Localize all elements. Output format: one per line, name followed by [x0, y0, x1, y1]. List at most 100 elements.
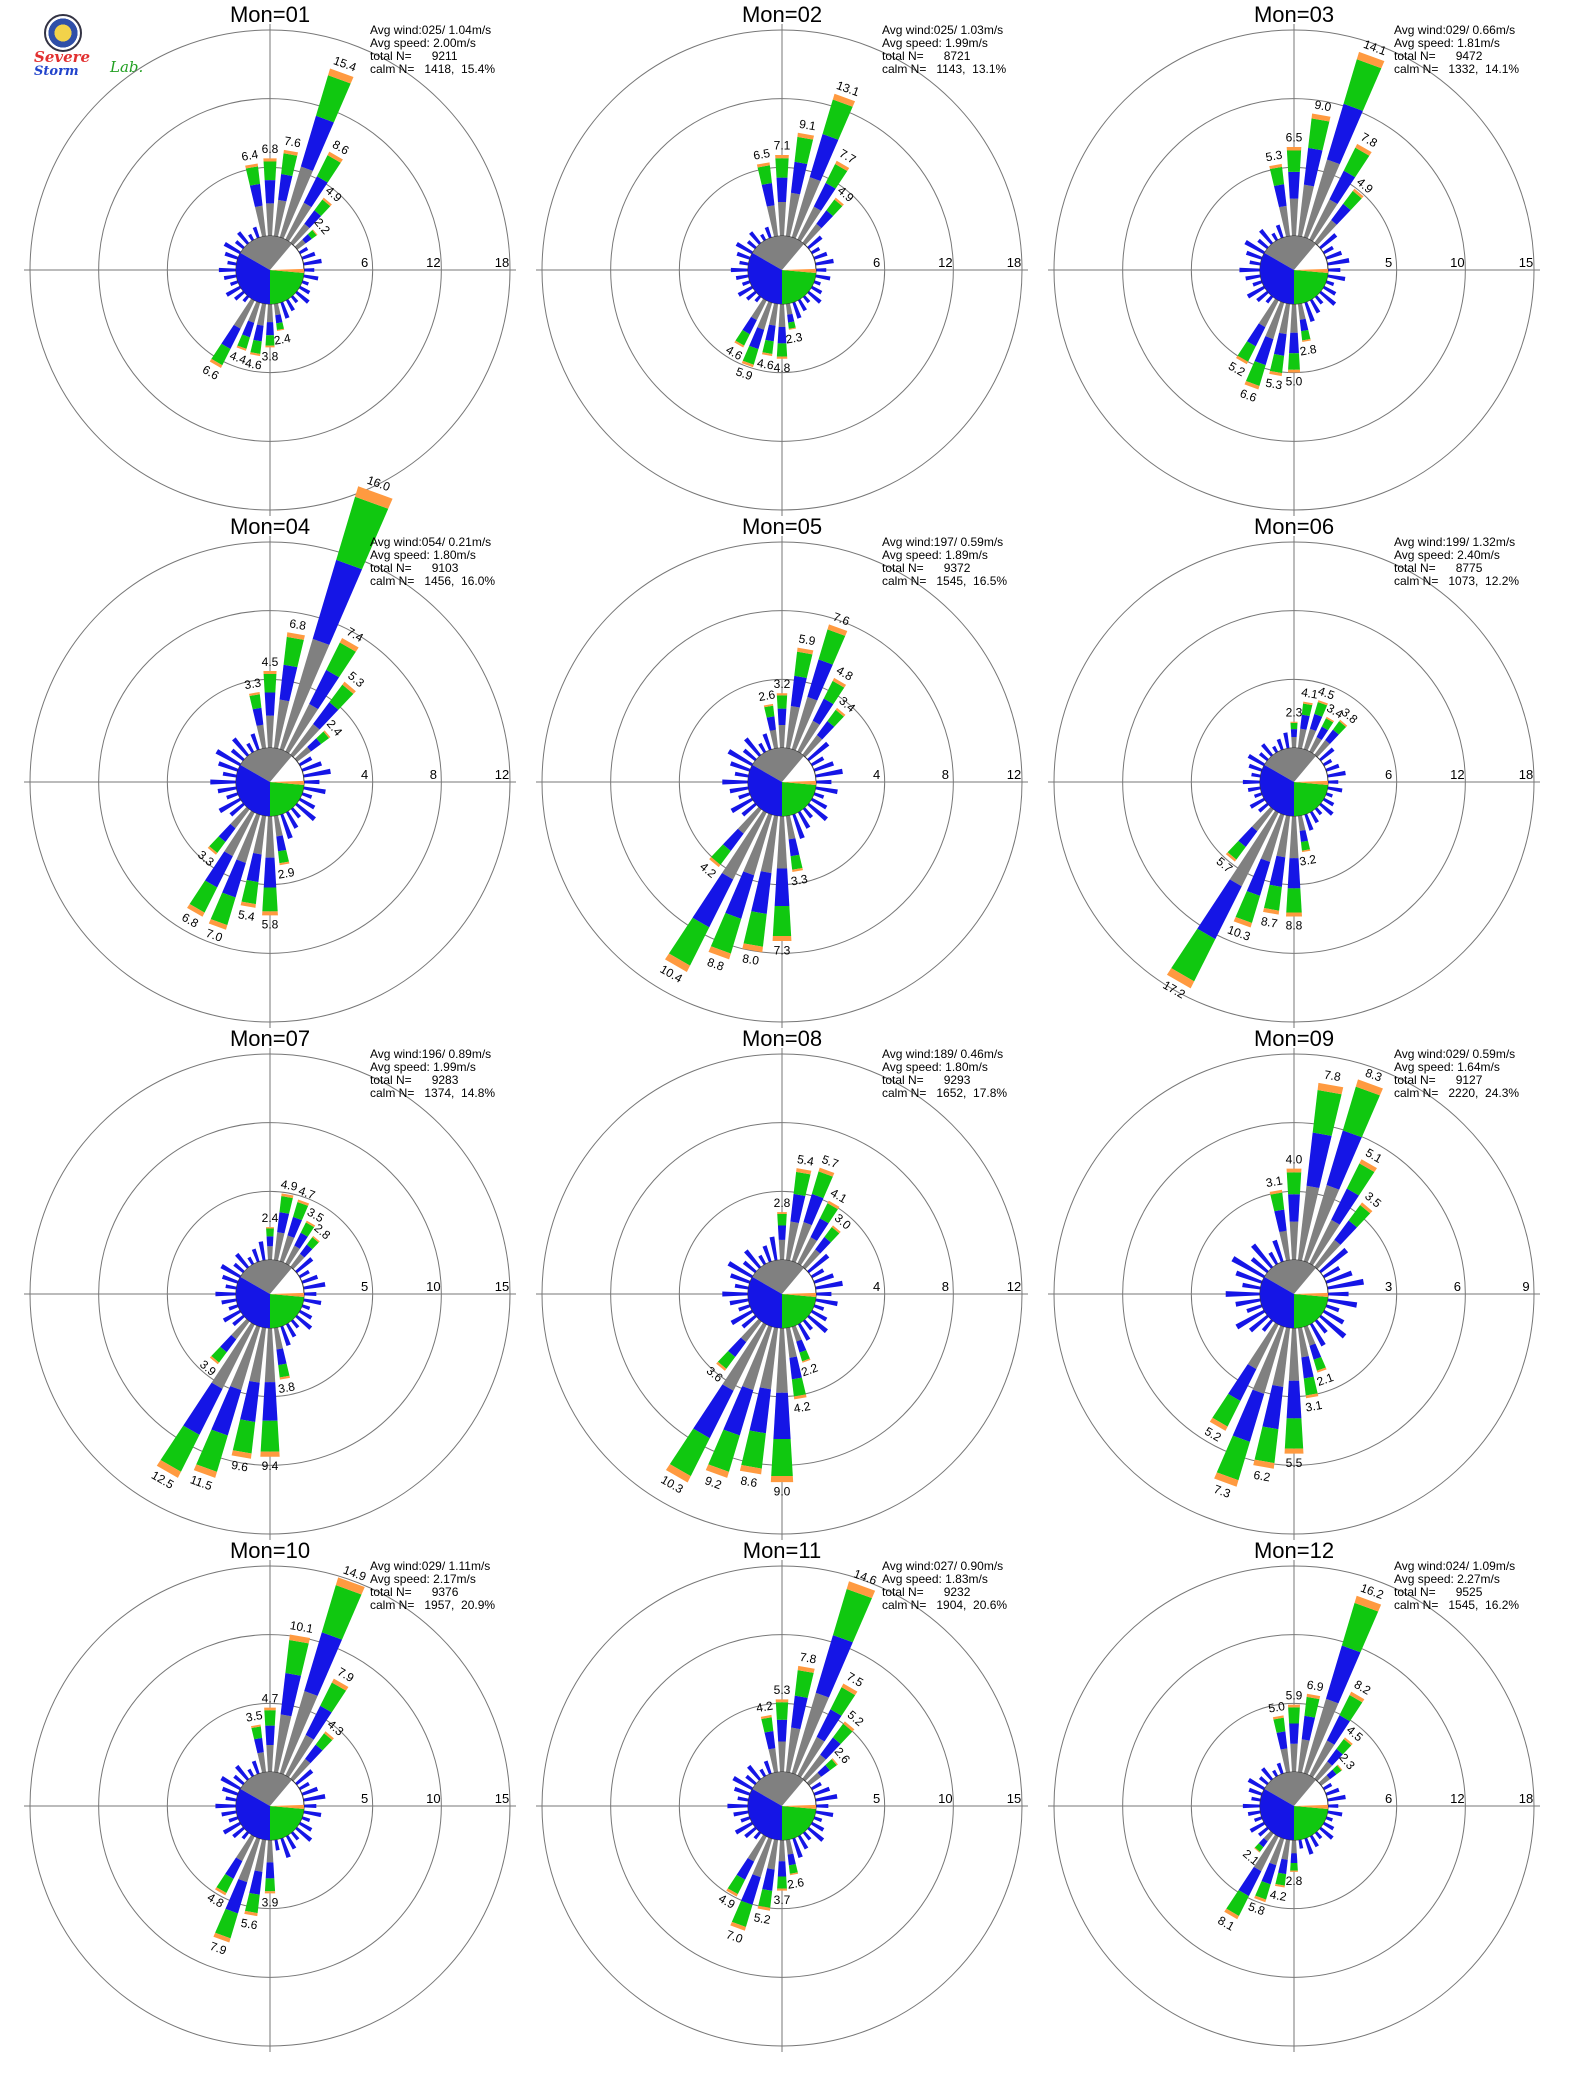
- petal-segment-0: [1297, 184, 1314, 237]
- petal-segment-0: [230, 1325, 261, 1391]
- petal-segment-1: [1289, 332, 1299, 354]
- petal-segment-3: [827, 624, 848, 636]
- stat-avg-speed: Avg speed: 1.64m/s: [1394, 1060, 1500, 1074]
- petal-segment-3: [214, 1887, 227, 1896]
- petal-segment-2: [245, 1892, 260, 1914]
- petal-segment-3: [156, 1459, 181, 1478]
- petal-minor: [280, 1837, 291, 1859]
- petal-segment-1: [276, 835, 287, 852]
- petal-minor: [1319, 1314, 1347, 1339]
- petal-label: 5.7: [820, 1152, 841, 1171]
- petal-minor: [807, 741, 830, 762]
- petal-segment-3: [1274, 1883, 1285, 1888]
- rose-title: Mon=06: [1254, 514, 1334, 539]
- petal-segment-3: [772, 936, 792, 942]
- petal-label: 6.5: [752, 146, 771, 163]
- petal-segment-0: [740, 1318, 762, 1343]
- petal-segment-2: [1301, 330, 1311, 341]
- wind-rose-6: 6 12 182.34.14.53.43.88.88.710.317.25.7 3.2…: [1048, 514, 1540, 1028]
- petal-label: 9.2: [703, 1473, 724, 1492]
- petal-segment-0: [266, 1839, 274, 1863]
- petal-segment-2: [1290, 1862, 1298, 1871]
- petal-segment-0: [211, 1322, 255, 1389]
- petal-minor: [738, 792, 751, 800]
- petal-segment-0: [1297, 1185, 1320, 1261]
- petal-segment-3: [1355, 1079, 1383, 1096]
- petal-segment-2: [1342, 1086, 1380, 1138]
- petal-minor: [1235, 1298, 1261, 1307]
- petal-minor: [303, 768, 331, 778]
- petal-minor: [762, 733, 772, 751]
- petal-minor: [1247, 786, 1261, 793]
- petal-segment-2: [283, 636, 304, 668]
- petal-minor: [810, 1268, 825, 1279]
- petal-segment-1: [1273, 184, 1287, 208]
- petal-segment-1: [205, 851, 233, 888]
- petal-segment-1: [275, 314, 283, 324]
- petal-label: 4.7: [262, 1691, 279, 1705]
- petal-label: 3.3: [790, 872, 809, 889]
- stat-avg-speed: Avg speed: 2.17m/s: [370, 1572, 476, 1586]
- petal-minor: [1247, 753, 1266, 767]
- stat-avg-wind: Avg wind:054/ 0.21m/s: [370, 535, 491, 549]
- petal-label: 5.9: [1286, 1688, 1303, 1702]
- petal-label: 6.8: [288, 616, 307, 633]
- stat-total-n: total N= 9372: [882, 561, 971, 575]
- calm-pie-orange: [782, 1292, 816, 1297]
- petal-minor: [1257, 1826, 1269, 1837]
- petal-segment-2: [237, 334, 250, 349]
- petal-minor: [230, 748, 245, 762]
- petal-minor: [1327, 1298, 1358, 1308]
- petal-segment-0: [279, 166, 313, 239]
- petal-segment-2: [1227, 840, 1246, 860]
- petal-segment-2: [818, 629, 846, 665]
- petal-segment-0: [752, 1837, 773, 1878]
- petal-segment-1: [777, 1861, 787, 1877]
- petal-minor: [220, 1264, 242, 1279]
- petal-segment-0: [248, 301, 261, 323]
- petal-segment-3: [248, 691, 260, 697]
- stat-calm-n: calm N= 1374, 14.8%: [370, 1086, 495, 1100]
- petal-minor: [290, 807, 302, 819]
- petal-segment-0: [266, 303, 274, 323]
- stat-calm-n: calm N= 1332, 14.1%: [1394, 62, 1519, 76]
- petal-segment-3: [339, 638, 359, 652]
- petal-minor: [303, 1793, 326, 1802]
- petal-segment-3: [1254, 1895, 1267, 1903]
- petal-segment-1: [309, 669, 340, 710]
- petal-segment-0: [806, 1772, 822, 1786]
- petal-segment-0: [1280, 1748, 1291, 1773]
- petal-minor: [1248, 763, 1263, 772]
- petal-label: 2.6: [757, 687, 776, 704]
- petal-segment-3: [1209, 1417, 1228, 1431]
- petal-segment-0: [1289, 1221, 1299, 1261]
- petal-segment-2: [794, 136, 814, 164]
- petal-label: 4.2: [793, 1399, 812, 1416]
- petal-segment-0: [742, 1325, 773, 1391]
- petal-segment-2: [211, 343, 231, 366]
- petal-segment-0: [785, 705, 800, 749]
- petal-minor: [1268, 1251, 1279, 1266]
- petal-minor: [228, 1304, 239, 1311]
- petal-label: 2.9: [277, 865, 296, 882]
- petal-segment-3: [1311, 113, 1331, 122]
- petal-segment-0: [1265, 301, 1285, 340]
- petal-segment-0: [1258, 298, 1279, 328]
- petal-label: 2.8: [1299, 342, 1318, 359]
- petal-minor: [1304, 301, 1315, 323]
- petal-minor: [734, 771, 749, 778]
- petal-minor: [1272, 1239, 1284, 1263]
- calm-pie-gray: [240, 236, 292, 270]
- logo-text-severe: Severe: [34, 48, 91, 66]
- petal-minor: [741, 1314, 757, 1329]
- petal-segment-2: [772, 906, 792, 937]
- petal-segment-3: [297, 1199, 310, 1206]
- petal-minor: [754, 295, 762, 303]
- petal-segment-1: [313, 702, 339, 730]
- petal-segment-3: [209, 358, 223, 368]
- calm-pie-gray: [752, 1260, 804, 1294]
- petal-label: 9.0: [1313, 98, 1332, 115]
- petal-segment-1: [254, 1737, 264, 1754]
- petal-minor: [274, 1839, 280, 1851]
- stat-avg-speed: Avg speed: 1.80m/s: [370, 548, 476, 562]
